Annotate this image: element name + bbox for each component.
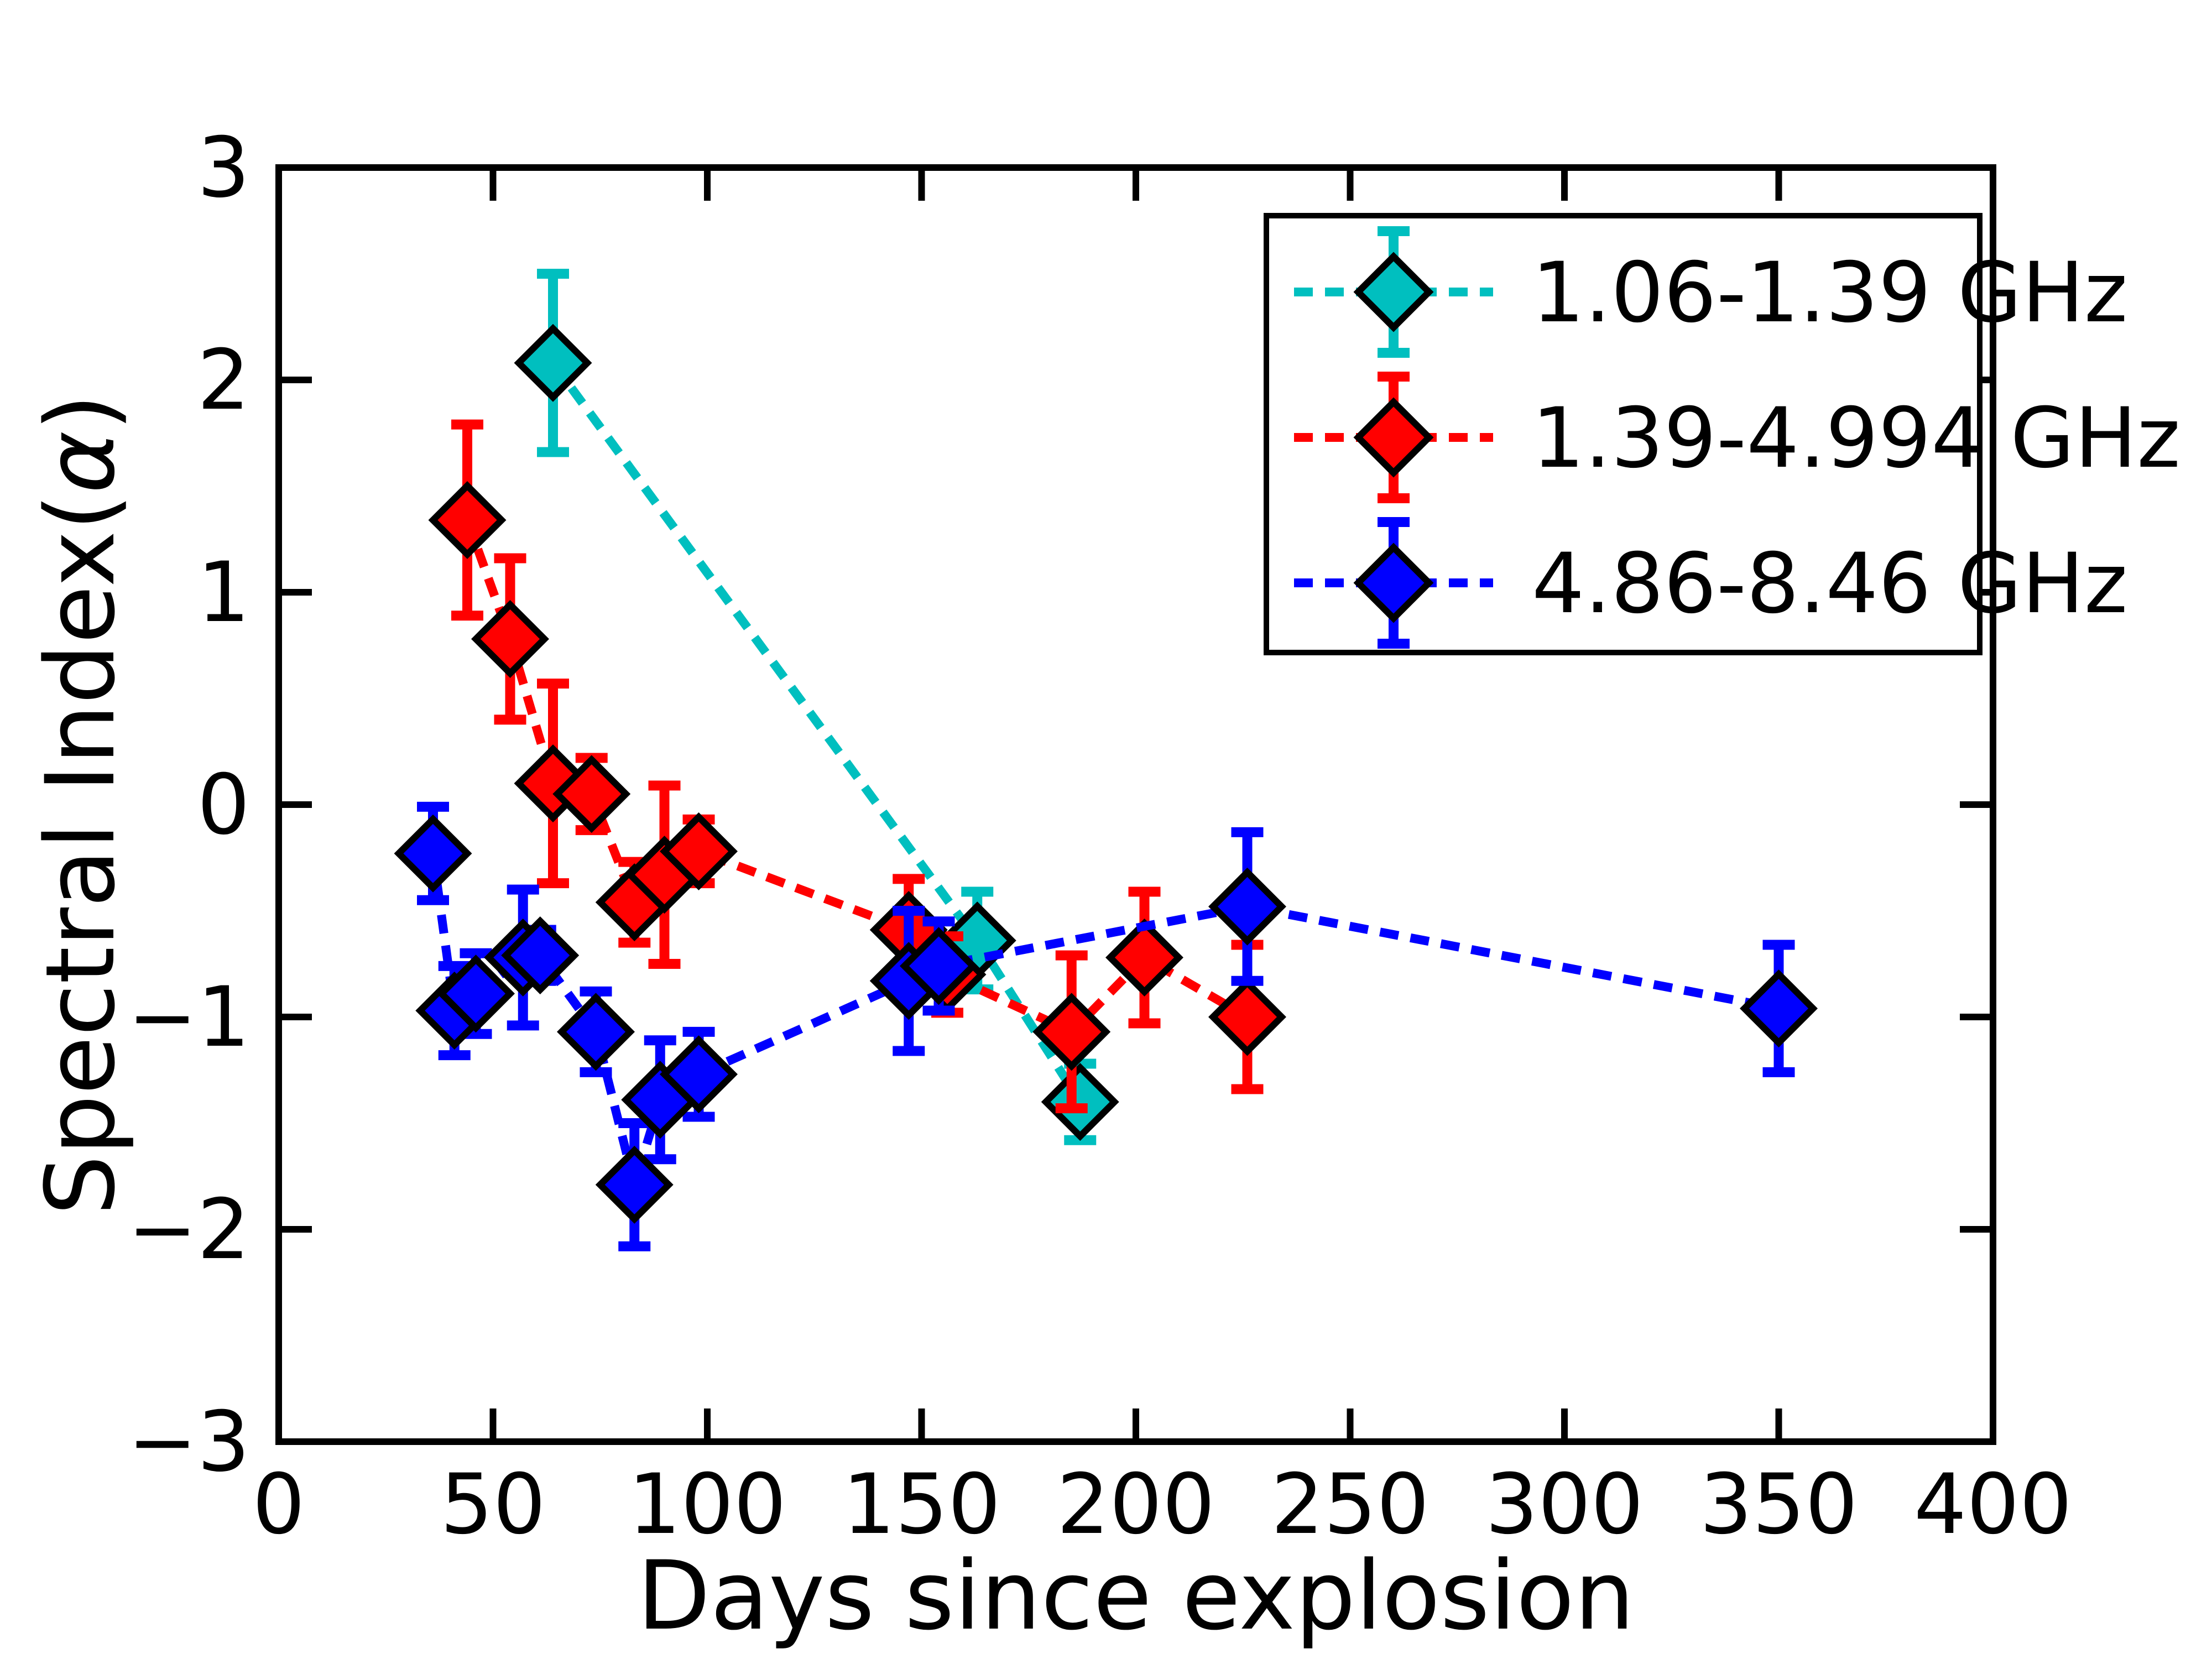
y-axis-label: Spectral Index(α)	[25, 394, 136, 1215]
data-point-marker	[1740, 969, 1818, 1048]
legend-label-cyan: 1.06-1.39 GHz	[1532, 245, 2128, 341]
data-point-marker	[660, 812, 738, 890]
legend: 1.06-1.39 GHz 1.39-4.994 GHz 4.86-8.46 G…	[1264, 213, 2180, 655]
legend-diamond-icon-red	[1353, 397, 1434, 478]
y-tick-label: 3	[197, 120, 250, 216]
series-1-39-4-994-ghz	[428, 419, 1286, 1114]
data-point-marker	[900, 927, 978, 1005]
x-tick-label: 250	[1271, 1457, 1429, 1553]
x-tick-label: 350	[1699, 1457, 1858, 1553]
x-tick-label: 150	[842, 1457, 1000, 1553]
data-point-marker	[552, 755, 631, 833]
data-point-marker	[471, 599, 549, 678]
legend-diamond-icon-cyan	[1353, 252, 1434, 332]
y-tick-label: −1	[128, 969, 250, 1066]
x-tick-label: 100	[628, 1457, 786, 1553]
legend-diamond-icon-blue	[1353, 542, 1434, 623]
data-point-marker	[1032, 993, 1111, 1071]
y-tick-label: 0	[197, 757, 250, 853]
data-point-marker	[595, 1145, 674, 1224]
y-tick-label: 1	[197, 545, 250, 641]
x-tick-labels: 0 50 100 150 200 250 300 350 400	[252, 1457, 2072, 1553]
data-point-marker	[1105, 918, 1183, 997]
y-tick-label: 2	[197, 332, 250, 429]
legend-entry-red: 1.39-4.994 GHz	[1294, 372, 2180, 503]
x-tick-label: 50	[440, 1457, 546, 1553]
data-point-marker	[428, 481, 507, 559]
x-axis-label: Days since explosion	[637, 1540, 1635, 1651]
data-point-marker	[1208, 978, 1286, 1056]
data-point-marker	[1041, 1063, 1119, 1141]
legend-entry-blue: 4.86-8.46 GHz	[1294, 517, 2128, 649]
data-point-marker	[394, 814, 472, 893]
x-tick-label: 300	[1485, 1457, 1644, 1553]
legend-label-blue: 4.86-8.46 GHz	[1532, 536, 2128, 632]
y-tick-label: −2	[128, 1182, 250, 1278]
series-4-86-8-46-ghz	[394, 801, 1818, 1251]
data-point-marker	[514, 324, 592, 402]
x-tick-label: 200	[1057, 1457, 1215, 1553]
x-tick-label: 400	[1914, 1457, 2072, 1553]
series-layer	[394, 269, 1818, 1251]
x-tick-label: 0	[252, 1457, 305, 1553]
data-point-marker	[1208, 867, 1286, 946]
data-point-marker	[437, 954, 515, 1033]
y-tick-labels: 3 2 1 0 −1 −2 −3	[128, 120, 250, 1490]
legend-entry-cyan: 1.06-1.39 GHz	[1294, 226, 2128, 358]
data-point-marker	[557, 993, 635, 1071]
data-point-marker	[501, 916, 580, 995]
y-tick-label: −3	[128, 1394, 250, 1490]
data-point-marker	[660, 1035, 738, 1114]
legend-label-red: 1.39-4.994 GHz	[1532, 390, 2180, 487]
